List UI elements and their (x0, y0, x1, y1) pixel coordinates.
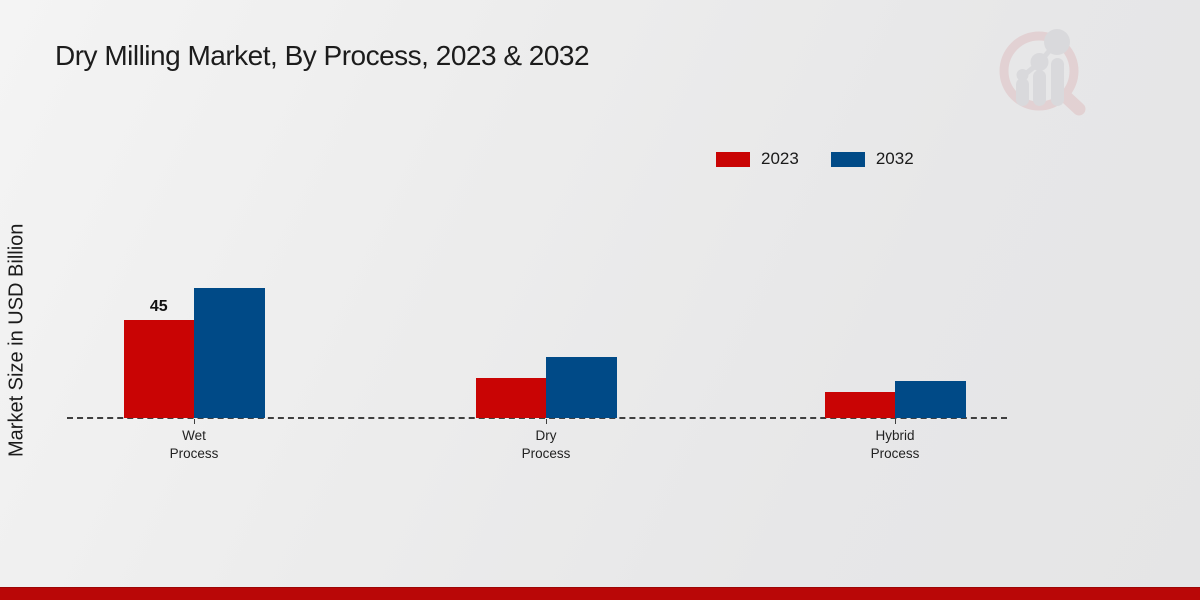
x-tick-hybrid-process (894, 419, 896, 424)
x-tick-label-hybrid-process: Hybrid Process (870, 428, 920, 461)
bar-value-label-2023-wet-process: 45 (149, 298, 168, 315)
bar-2023-dry-process (475, 377, 546, 418)
legend-label-2032: 2032 (875, 149, 914, 168)
x-tick-wet-process (193, 419, 195, 424)
legend-swatch-2032 (830, 151, 865, 167)
x-tick-label-dry-process: Dry Process (521, 428, 571, 461)
bar-2032-dry-process (546, 357, 617, 418)
bar-2032-hybrid-process (895, 380, 966, 418)
legend-swatch-2023 (716, 151, 750, 167)
legend: 2023 2032 (716, 149, 914, 169)
legend-item-2032: 2032 (830, 149, 914, 169)
bar-2023-wet-process (123, 320, 194, 418)
legend-label-2023: 2023 (761, 149, 799, 168)
magnifier-icon (999, 31, 1086, 116)
bar-2032-wet-process (194, 287, 265, 418)
x-axis-baseline (67, 417, 1007, 419)
bar-growth-icon (1016, 29, 1070, 106)
chart-title: Dry Milling Market, By Process, 2023 & 2… (55, 40, 590, 71)
footer-red-bar (0, 587, 1200, 600)
x-tick-dry-process (545, 419, 547, 424)
mrfr-logo (999, 29, 1086, 116)
x-tick-label-wet-process: Wet Process (169, 428, 219, 461)
legend-item-2023: 2023 (716, 149, 799, 169)
bar-2023-hybrid-process (824, 392, 895, 418)
